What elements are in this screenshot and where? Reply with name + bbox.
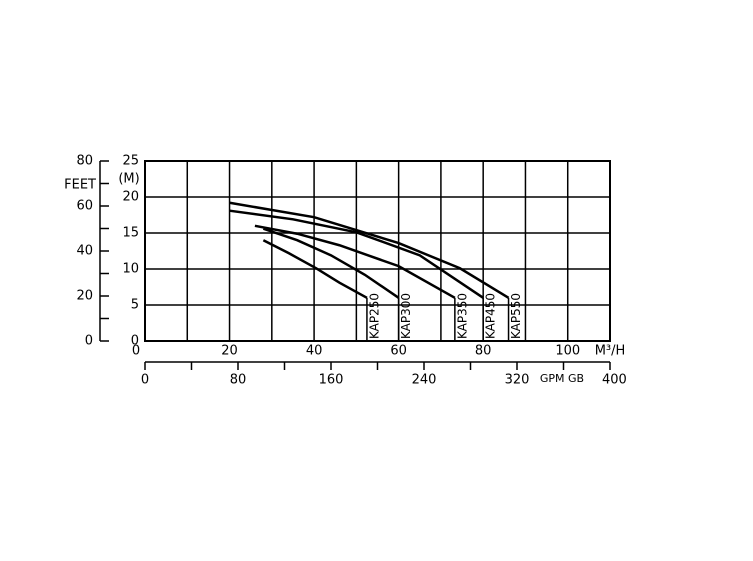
pump-curve	[229, 201, 510, 299]
y-tick-label: 10	[122, 262, 139, 277]
x2-tick-label: 0	[141, 373, 149, 388]
y2-tick-label: 40	[76, 244, 93, 259]
y2-tick-label: 20	[76, 289, 93, 304]
y2-tick-label: 60	[76, 199, 93, 214]
y2-tick-label: 0	[85, 334, 93, 349]
x2-tick-label: 400	[602, 373, 627, 388]
y2-tick-label: 80	[76, 154, 93, 169]
x-tick-label: 80	[475, 344, 492, 359]
y2-axis-label: FEET	[64, 178, 96, 193]
pump-curve	[262, 227, 400, 299]
series-label: KAP300	[399, 293, 413, 339]
x-tick-label: 100	[555, 344, 580, 359]
x-tick-label: 40	[306, 344, 323, 359]
x2-axis-label: GPM GB	[540, 372, 584, 385]
x2-tick-label: 320	[505, 373, 530, 388]
x-tick-label: 60	[390, 344, 407, 359]
series-label: KAP550	[509, 293, 523, 339]
x2-tick-label: 160	[319, 373, 344, 388]
x-tick-label: 20	[221, 344, 238, 359]
series-label: KAP450	[484, 293, 498, 339]
y-tick-label: 15	[122, 226, 139, 241]
pump-curve	[254, 224, 456, 299]
x-tick-label: 0	[132, 344, 140, 359]
y-tick-label: 0	[131, 334, 139, 349]
x-axis-label: M³/H	[595, 344, 626, 359]
x2-tick-label: 240	[412, 373, 437, 388]
y-tick-label: 25	[122, 154, 139, 169]
y-tick-label: 5	[131, 298, 139, 313]
pump-curve	[229, 209, 484, 299]
pump-curve	[262, 239, 368, 299]
series-label: KAP350	[455, 293, 469, 339]
series-label: KAP250	[367, 293, 381, 339]
x2-tick-label: 80	[230, 373, 247, 388]
y-axis-label: (M)	[118, 172, 139, 187]
y-tick-label: 20	[122, 190, 139, 205]
